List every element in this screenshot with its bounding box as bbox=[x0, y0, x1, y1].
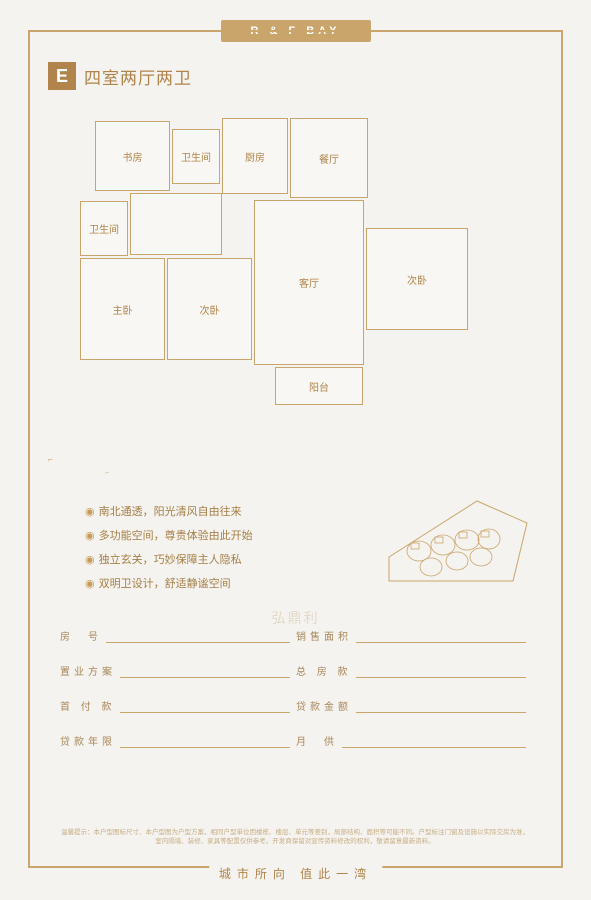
form-cell: 贷款年限 bbox=[60, 733, 296, 748]
room-bath1: 卫生间 bbox=[172, 129, 220, 184]
form-label: 贷款金额 bbox=[296, 698, 352, 713]
form-cell: 月 供 bbox=[296, 733, 532, 748]
room-dining: 餐厅 bbox=[290, 118, 368, 198]
form-label: 销售面积 bbox=[296, 628, 352, 643]
room-bath2: 卫生间 bbox=[80, 201, 128, 256]
feature-text: 南北通透，阳光清风自由往来 bbox=[99, 506, 242, 518]
feature-item: ◉ 多功能空间，尊贵体验由此开始 bbox=[85, 524, 253, 548]
feature-text: 独立玄关，巧妙保障主人隐私 bbox=[99, 554, 242, 566]
form-row: 房 号 销售面积 bbox=[60, 628, 532, 643]
site-location-map bbox=[381, 495, 531, 587]
form-label: 贷款年限 bbox=[60, 733, 116, 748]
feature-list: ◉ 南北通透，阳光清风自由往来 ◉ 多功能空间，尊贵体验由此开始 ◉ 独立玄关，巧妙保障主… bbox=[85, 500, 253, 596]
room-master: 主卧 bbox=[80, 258, 165, 360]
bullet-icon: ◉ bbox=[85, 554, 95, 566]
brand-slogan: 城市所向 值此一湾 bbox=[209, 865, 382, 882]
form-blank-line bbox=[106, 630, 290, 643]
unit-title-text: 四室两厅两卫 bbox=[84, 64, 192, 89]
form-cell: 销售面积 bbox=[296, 628, 532, 643]
feature-item: ◉ 独立玄关，巧妙保障主人隐私 bbox=[85, 548, 253, 572]
form-cell: 房 号 bbox=[60, 628, 296, 643]
form-row: 首 付 款 贷款金额 bbox=[60, 698, 532, 713]
form-blank-line bbox=[342, 735, 526, 748]
bullet-icon: ◉ bbox=[85, 530, 95, 542]
room-study: 书房 bbox=[95, 121, 170, 191]
form-label: 首 付 款 bbox=[60, 698, 116, 713]
order-form: 房 号 销售面积置业方案 总 房 款首 付 款 贷款金额贷款年限 月 供 bbox=[60, 628, 532, 768]
room-kitchen: 厨房 bbox=[222, 118, 288, 194]
unit-title-row: E 四室两厅两卫 bbox=[48, 62, 192, 90]
form-blank-line bbox=[356, 665, 526, 678]
feature-item: ◉ 南北通透，阳光清风自由往来 bbox=[85, 500, 253, 524]
form-label: 置业方案 bbox=[60, 663, 116, 678]
form-row: 贷款年限 月 供 bbox=[60, 733, 532, 748]
room-balcony: 阳台 bbox=[275, 367, 363, 405]
watermark-text: 弘鼎利 bbox=[272, 608, 320, 628]
deco-mark: ⌐ bbox=[48, 455, 53, 464]
room-bed3: 次卧 bbox=[366, 228, 468, 330]
form-cell: 首 付 款 bbox=[60, 698, 296, 713]
room-bed2: 次卧 bbox=[167, 258, 252, 360]
form-blank-line bbox=[120, 735, 290, 748]
floor-plan: 书房卫生间厨房餐厅卫生间主卧次卧客厅次卧阳台 bbox=[80, 103, 500, 413]
form-row: 置业方案 总 房 款 bbox=[60, 663, 532, 678]
form-cell: 贷款金额 bbox=[296, 698, 532, 713]
form-label: 总 房 款 bbox=[296, 663, 352, 678]
form-cell: 总 房 款 bbox=[296, 663, 532, 678]
form-label: 月 供 bbox=[296, 733, 338, 748]
disclaimer-text: 温馨提示：本户型图标尺寸、本户型图为户型方案，相同户型单位因楼栋、楼层、单元等差… bbox=[60, 828, 530, 846]
room-hall bbox=[130, 193, 222, 255]
feature-text: 双明卫设计，舒适静谧空间 bbox=[99, 578, 231, 590]
form-blank-line bbox=[120, 665, 290, 678]
unit-code-badge: E bbox=[48, 62, 76, 90]
form-blank-line bbox=[356, 630, 526, 643]
bullet-icon: ◉ bbox=[85, 506, 95, 518]
room-living: 客厅 bbox=[254, 200, 364, 365]
form-blank-line bbox=[356, 700, 526, 713]
bullet-icon: ◉ bbox=[85, 578, 95, 590]
form-blank-line bbox=[120, 700, 290, 713]
deco-mark: ⌐ bbox=[105, 468, 110, 477]
feature-item: ◉ 双明卫设计，舒适静谧空间 bbox=[85, 572, 253, 596]
form-label: 房 号 bbox=[60, 628, 102, 643]
form-cell: 置业方案 bbox=[60, 663, 296, 678]
feature-text: 多功能空间，尊贵体验由此开始 bbox=[99, 530, 253, 542]
